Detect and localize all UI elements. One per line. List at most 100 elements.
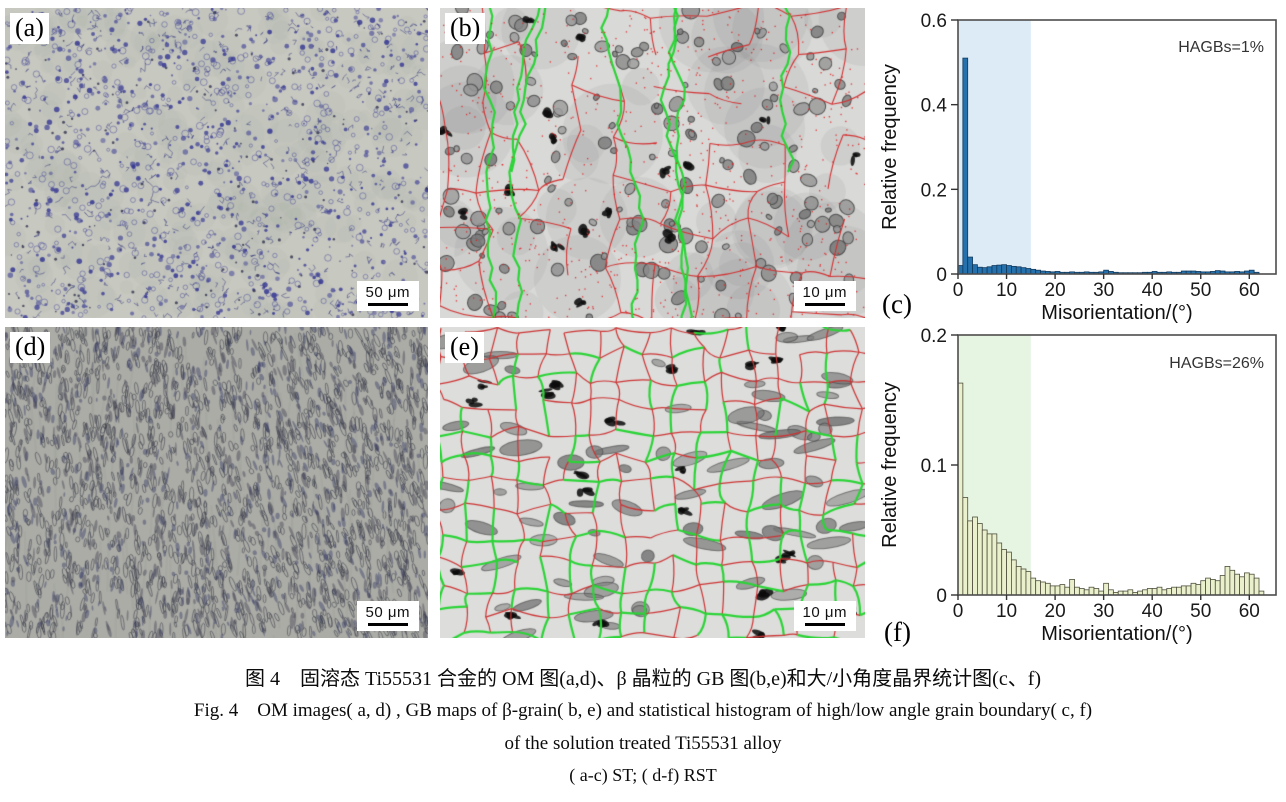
y-tick-label: 0 — [936, 586, 947, 607]
panel-letter: (c) — [882, 289, 912, 319]
panel-b-letter: (b) — [445, 13, 486, 45]
figure-caption: 图 4 固溶态 Ti55531 合金的 OM 图(a,d)、β 晶粒的 GB 图… — [0, 664, 1286, 790]
histogram-bar — [1074, 586, 1080, 596]
histogram-bar — [996, 264, 1003, 275]
histogram-bar — [981, 529, 988, 596]
histogram-bar — [967, 520, 973, 596]
histogram-bar — [1185, 585, 1192, 596]
histogram-f: 0 10 20 30 40 50 60 0 0.1 0.2 Misorientation/(°) Re… — [880, 326, 1277, 647]
histogram-bar — [1040, 581, 1046, 596]
panel-d-scale-bar: 50 μm — [356, 601, 419, 631]
histogram-bar — [1171, 586, 1177, 596]
y-tick-label: 0.4 — [921, 96, 948, 117]
y-tick-label: 0.1 — [921, 456, 947, 477]
panel-b-scale-line — [804, 303, 845, 306]
histogram-bar — [962, 57, 969, 275]
panel-e-scale-line — [804, 623, 845, 626]
panel-a-letter: (a) — [10, 13, 49, 45]
histogram-bar — [1078, 588, 1085, 596]
y-tick-label: 0.2 — [921, 326, 947, 347]
panel-letter: (f) — [884, 617, 911, 647]
panel-b: (b) 10 μm — [440, 8, 865, 318]
histogram-bar — [996, 542, 1003, 596]
plot-frame — [957, 19, 1277, 275]
panel-d-scale-line — [367, 623, 408, 626]
histogram-bar — [1219, 575, 1226, 596]
histogram-bar — [1001, 549, 1007, 596]
x-tick-label: 40 — [1142, 280, 1163, 301]
micrograph-b-image — [440, 8, 865, 318]
histogram-bar — [1156, 586, 1163, 596]
histogram-bar — [981, 267, 988, 275]
x-tick-label: 0 — [953, 601, 964, 622]
panel-e: (e) 10 μm — [440, 327, 865, 638]
histogram-bar — [1190, 582, 1197, 596]
histogram-bar — [1030, 577, 1037, 596]
panel-e-scale-label: 10 μm — [802, 604, 847, 621]
lagb-shaded-region — [958, 20, 1031, 274]
x-tick-label: 50 — [1190, 601, 1211, 622]
histogram-c: 0 10 20 30 40 50 60 0 0.2 0.4 0.6 Misorientation/(°… — [880, 11, 1277, 324]
histogram-bar — [1176, 586, 1182, 596]
histogram-bar — [1200, 580, 1207, 596]
panel-a-scale-line — [367, 303, 408, 306]
caption-english-1: Fig. 4 OM images( a, d) , GB maps of β-g… — [193, 700, 1093, 721]
histogram-bar — [1239, 576, 1245, 596]
histogram-bar — [1001, 264, 1007, 275]
histogram-bar — [962, 497, 969, 596]
histogram-bar — [1006, 551, 1012, 596]
x-tick-label: 50 — [1190, 280, 1211, 301]
histogram-bar — [1244, 572, 1250, 596]
histogram-bar — [1248, 573, 1255, 596]
histogram-bar — [1253, 577, 1260, 596]
histogram-bar — [991, 265, 998, 275]
panel-b-scale-bar: 10 μm — [793, 281, 856, 311]
histogram-bar — [1025, 571, 1032, 596]
histogram-bar — [1093, 588, 1100, 596]
x-tick-label: 30 — [1093, 601, 1114, 622]
histogram-bar — [1166, 588, 1173, 596]
histogram-bar — [1064, 586, 1071, 596]
histogram-bar — [1035, 580, 1041, 596]
x-tick-label: 40 — [1142, 601, 1163, 622]
histogram-bar — [1011, 559, 1017, 596]
histogram-bar — [1205, 577, 1211, 596]
panel-e-scale-bar: 10 μm — [793, 601, 856, 631]
histogram-bar — [972, 264, 978, 275]
panel-e-letter: (e) — [445, 332, 484, 364]
panel-d-scale-label: 50 μm — [365, 604, 410, 621]
x-tick-label: 60 — [1239, 280, 1260, 301]
y-tick-label: 0 — [936, 265, 947, 286]
x-axis-label: Misorientation/(°) — [1041, 623, 1192, 645]
x-tick-label: 10 — [996, 280, 1017, 301]
histogram-bar — [1006, 265, 1012, 275]
histogram-bar — [1069, 578, 1075, 596]
histogram-bar — [977, 523, 983, 596]
y-tick-label: 0.2 — [921, 180, 947, 201]
histogram-bar — [1146, 588, 1153, 596]
hagb-annotation: HAGBs=1% — [1178, 39, 1264, 56]
histogram-bar — [1103, 582, 1109, 596]
x-tick-label: 30 — [1093, 280, 1114, 301]
histogram-bar — [967, 256, 973, 275]
caption-chinese: 图 4 固溶态 Ti55531 合金的 OM 图(a,d)、β 晶粒的 GB 图… — [244, 668, 1042, 690]
panel-d-letter: (d) — [10, 332, 51, 364]
x-tick-label: 20 — [1045, 280, 1066, 301]
histogram-bar — [1015, 565, 1022, 596]
histogram-bar — [1020, 568, 1027, 596]
histogram-bar — [1195, 584, 1202, 596]
micrograph-e-image — [440, 327, 865, 638]
histogram-bar — [1210, 578, 1216, 596]
histogram-bar — [1180, 585, 1187, 596]
x-tick-label: 0 — [953, 280, 964, 301]
panel-a: (a) 50 μm — [5, 8, 428, 318]
histogram-bar — [1011, 265, 1017, 275]
caption-english-2: of the solution treated Ti55531 alloy — [504, 733, 782, 754]
histogram-bar — [1025, 268, 1032, 275]
hagb-annotation: HAGBs=26% — [1169, 355, 1264, 372]
histogram-bar — [1229, 569, 1236, 596]
histogram-bar — [986, 266, 993, 275]
histogram-bar — [1088, 586, 1095, 596]
histogram-bar — [1151, 588, 1158, 596]
